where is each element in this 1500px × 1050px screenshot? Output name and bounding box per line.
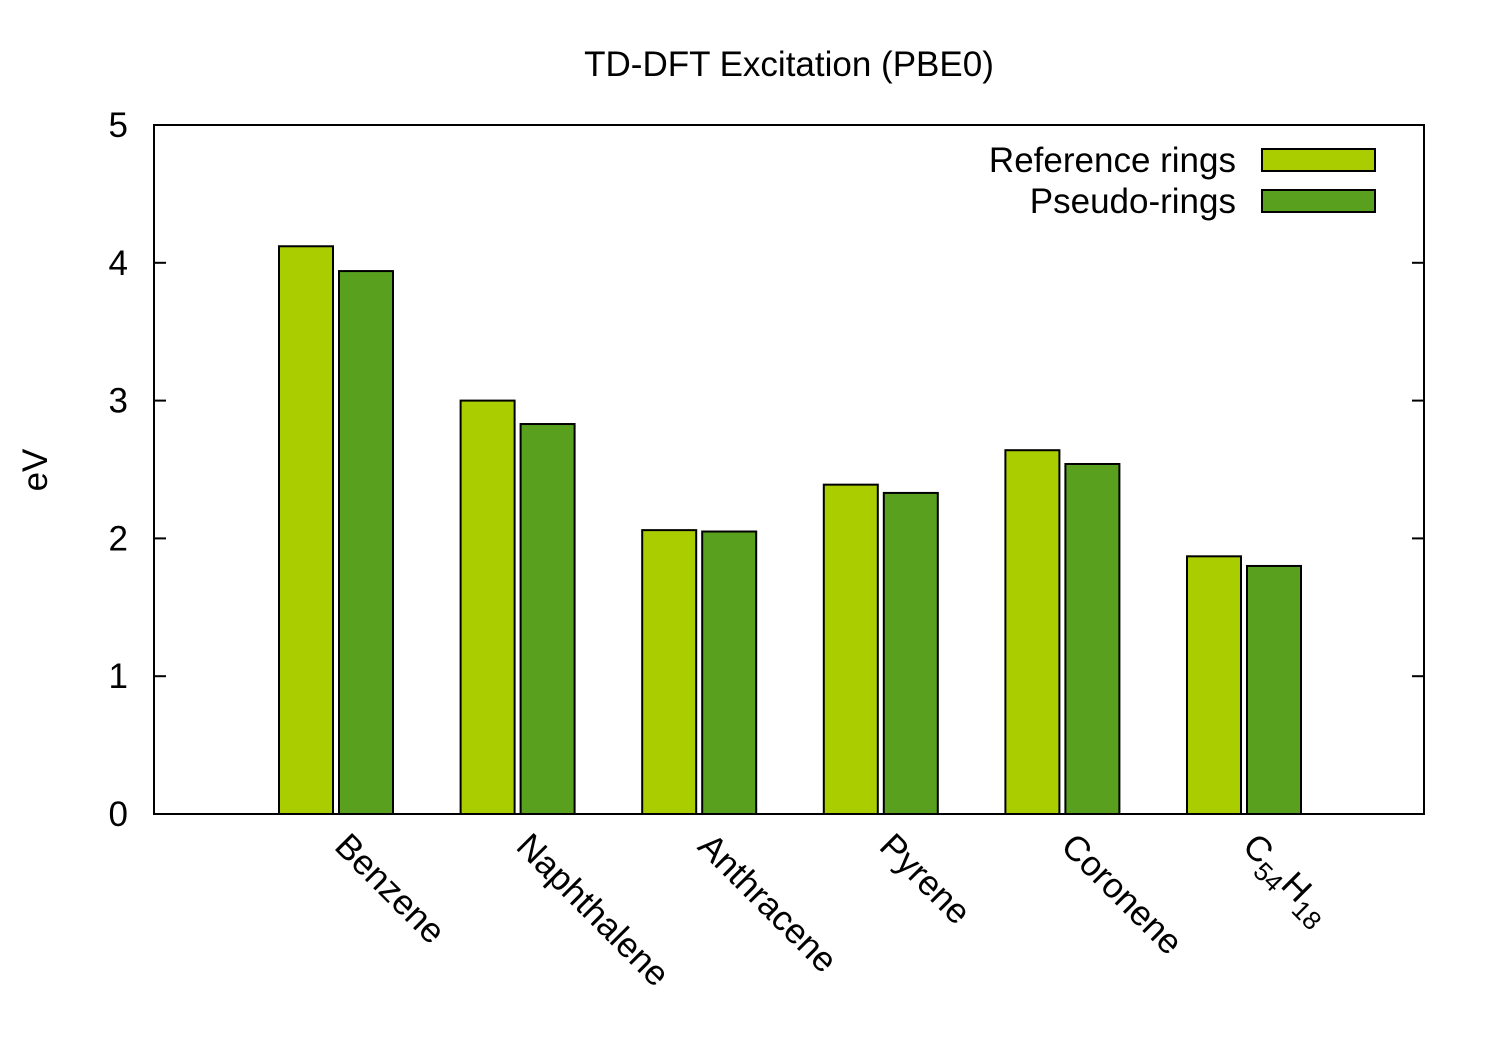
chart-title: TD-DFT Excitation (PBE0) bbox=[584, 45, 994, 84]
bar-reference-rings-0 bbox=[278, 245, 334, 816]
x-axis-labels: Benzene Naphthalene Anthracene Pyrene Corone… bbox=[327, 826, 1340, 994]
x-category-label: Naphthalene bbox=[509, 826, 677, 994]
bar-pseudo-rings-4 bbox=[1064, 462, 1121, 815]
y-axis: 0 1 2 3 4 5 bbox=[109, 106, 1424, 834]
x-category-label: Benzene bbox=[327, 826, 452, 951]
y-tick-label: 0 bbox=[109, 795, 128, 834]
y-tick-label: 2 bbox=[109, 519, 128, 558]
y-tick-label: 3 bbox=[109, 382, 128, 421]
legend-label: Reference rings bbox=[989, 141, 1236, 180]
legend-swatch bbox=[1261, 189, 1376, 213]
bars-layer bbox=[278, 245, 1302, 816]
bar-pseudo-rings-5 bbox=[1246, 564, 1302, 816]
bar-reference-rings-5 bbox=[1186, 555, 1242, 816]
bar-pseudo-rings-2 bbox=[701, 530, 758, 815]
bar-reference-rings-2 bbox=[641, 529, 698, 816]
bar-pseudo-rings-3 bbox=[882, 491, 939, 815]
legend-swatch bbox=[1261, 148, 1376, 172]
x-category-label: Coronene bbox=[1054, 826, 1190, 962]
y-axis-label: eV bbox=[16, 448, 55, 491]
plot-frame bbox=[153, 124, 1425, 815]
x-category-label: Anthracene bbox=[691, 826, 845, 980]
x-category-label: C54H18 bbox=[1230, 826, 1340, 936]
bar-reference-rings-4 bbox=[1004, 449, 1061, 815]
bar-reference-rings-3 bbox=[822, 483, 879, 815]
x-category-label: Pyrene bbox=[872, 826, 978, 932]
bar-reference-rings-1 bbox=[459, 399, 516, 815]
y-tick-label: 4 bbox=[109, 244, 128, 283]
y-tick-label: 5 bbox=[109, 106, 128, 145]
bar-pseudo-rings-0 bbox=[338, 270, 394, 815]
legend-label: Pseudo-rings bbox=[1030, 182, 1236, 221]
y-tick-label: 1 bbox=[109, 657, 128, 696]
bar-pseudo-rings-1 bbox=[519, 423, 576, 815]
